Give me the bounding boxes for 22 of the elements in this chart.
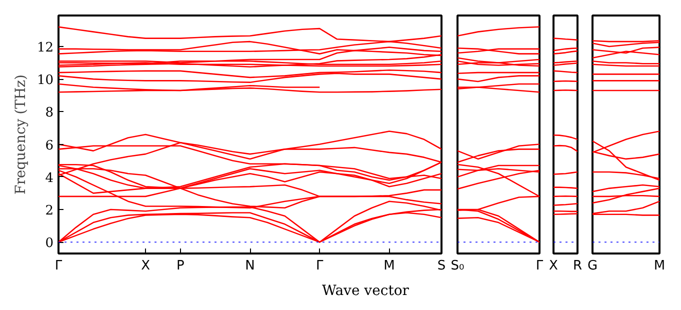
y-tick-label: 6 — [45, 138, 54, 154]
x-tick-label: M — [654, 258, 666, 274]
y-tick-label: 4 — [45, 170, 54, 186]
y-tick-label: 12 — [36, 40, 54, 56]
x-tick-label: Γ — [316, 258, 324, 274]
x-tick-label: N — [245, 258, 255, 274]
y-tick-label: 8 — [45, 106, 54, 121]
x-tick-label: R — [572, 258, 582, 274]
x-tick-label: S₀ — [450, 258, 464, 274]
x-tick-label: X — [549, 258, 558, 274]
x-tick-label: Γ — [536, 258, 544, 274]
x-tick-label: X — [141, 258, 150, 274]
y-tick-label: 10 — [36, 73, 54, 88]
x-tick-label: Γ — [54, 258, 63, 274]
x-tick-label: P — [176, 258, 184, 274]
y-axis-title: Frequency (THz) — [12, 74, 29, 195]
x-tick-label: M — [384, 258, 395, 274]
x-axis-title: Wave vector — [322, 282, 409, 301]
y-tick-label: 0 — [45, 236, 54, 252]
x-tick-label: G — [587, 258, 598, 274]
y-tick-label: 2 — [45, 203, 54, 218]
x-tick-label: S — [437, 258, 446, 274]
